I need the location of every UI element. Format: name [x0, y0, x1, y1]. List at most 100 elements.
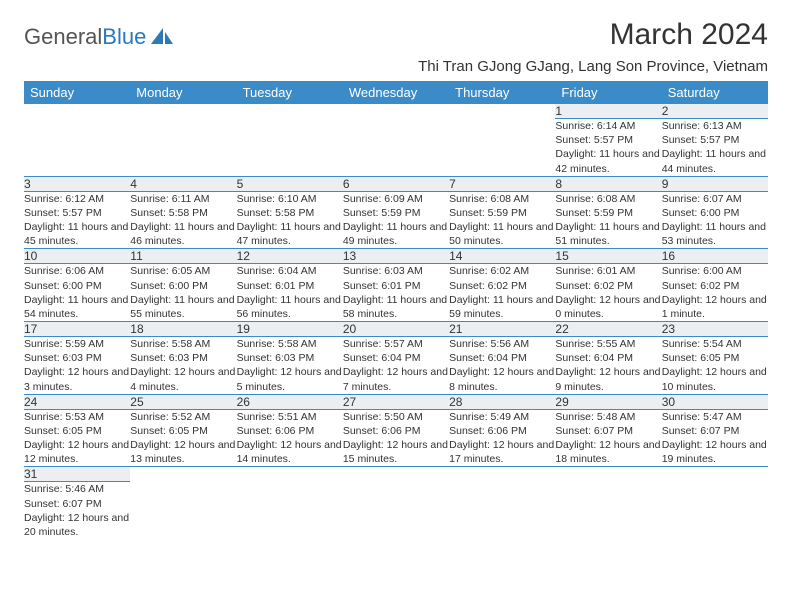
day-detail-cell: Sunrise: 6:13 AMSunset: 5:57 PMDaylight:… — [662, 119, 768, 177]
day-number-cell — [662, 467, 768, 482]
day-detail-cell: Sunrise: 6:05 AMSunset: 6:00 PMDaylight:… — [130, 264, 236, 322]
sunrise-text: Sunrise: 6:05 AM — [130, 264, 236, 278]
day-detail-cell — [130, 482, 236, 539]
sunset-text: Sunset: 6:05 PM — [130, 424, 236, 438]
sunrise-text: Sunrise: 6:14 AM — [555, 119, 661, 133]
sunset-text: Sunset: 6:00 PM — [130, 279, 236, 293]
sunset-text: Sunset: 6:03 PM — [24, 351, 130, 365]
day-number-cell — [449, 104, 555, 119]
daylight-text: Daylight: 12 hours and 4 minutes. — [130, 365, 236, 393]
daylight-text: Daylight: 12 hours and 14 minutes. — [237, 438, 343, 466]
daylight-text: Daylight: 11 hours and 47 minutes. — [237, 220, 343, 248]
day-number-cell: 8 — [555, 176, 661, 191]
weekday-header: Tuesday — [237, 81, 343, 104]
sunrise-text: Sunrise: 6:08 AM — [449, 192, 555, 206]
sunrise-text: Sunrise: 5:56 AM — [449, 337, 555, 351]
day-number-cell: 28 — [449, 394, 555, 409]
daylight-text: Daylight: 12 hours and 20 minutes. — [24, 511, 130, 539]
sunset-text: Sunset: 6:07 PM — [555, 424, 661, 438]
day-number-cell: 17 — [24, 322, 130, 337]
day-number-cell — [130, 104, 236, 119]
sunrise-text: Sunrise: 6:11 AM — [130, 192, 236, 206]
sunset-text: Sunset: 6:02 PM — [555, 279, 661, 293]
daylight-text: Daylight: 11 hours and 44 minutes. — [662, 147, 768, 175]
day-number-row: 24252627282930 — [24, 394, 768, 409]
day-number-cell: 7 — [449, 176, 555, 191]
weekday-header-row: SundayMondayTuesdayWednesdayThursdayFrid… — [24, 81, 768, 104]
daylight-text: Daylight: 11 hours and 59 minutes. — [449, 293, 555, 321]
sunset-text: Sunset: 6:03 PM — [237, 351, 343, 365]
sunrise-text: Sunrise: 5:58 AM — [130, 337, 236, 351]
sunset-text: Sunset: 5:57 PM — [555, 133, 661, 147]
day-number-cell — [237, 467, 343, 482]
daylight-text: Daylight: 11 hours and 45 minutes. — [24, 220, 130, 248]
day-number-cell: 22 — [555, 322, 661, 337]
daylight-text: Daylight: 12 hours and 17 minutes. — [449, 438, 555, 466]
logo-sail-icon — [149, 26, 175, 46]
weekday-header: Thursday — [449, 81, 555, 104]
sunrise-text: Sunrise: 5:47 AM — [662, 410, 768, 424]
month-title: March 2024 — [418, 18, 768, 52]
day-number-row: 31 — [24, 467, 768, 482]
day-detail-cell: Sunrise: 6:02 AMSunset: 6:02 PMDaylight:… — [449, 264, 555, 322]
logo-text-2: Blue — [102, 24, 146, 50]
day-detail-cell: Sunrise: 6:09 AMSunset: 5:59 PMDaylight:… — [343, 191, 449, 249]
day-number-cell: 4 — [130, 176, 236, 191]
day-detail-cell: Sunrise: 6:10 AMSunset: 5:58 PMDaylight:… — [237, 191, 343, 249]
day-number-cell: 13 — [343, 249, 449, 264]
daylight-text: Daylight: 12 hours and 19 minutes. — [662, 438, 768, 466]
location: Thi Tran GJong GJang, Lang Son Province,… — [418, 58, 768, 75]
day-detail-cell — [24, 119, 130, 177]
day-number-cell: 19 — [237, 322, 343, 337]
daylight-text: Daylight: 11 hours and 42 minutes. — [555, 147, 661, 175]
day-detail-cell — [343, 119, 449, 177]
day-number-cell — [24, 104, 130, 119]
daylight-text: Daylight: 11 hours and 50 minutes. — [449, 220, 555, 248]
sunrise-text: Sunrise: 6:10 AM — [237, 192, 343, 206]
day-number-cell: 12 — [237, 249, 343, 264]
day-number-cell: 11 — [130, 249, 236, 264]
day-detail-cell: Sunrise: 6:12 AMSunset: 5:57 PMDaylight:… — [24, 191, 130, 249]
day-detail-cell — [449, 119, 555, 177]
day-number-cell: 29 — [555, 394, 661, 409]
day-number-cell: 15 — [555, 249, 661, 264]
day-number-cell: 25 — [130, 394, 236, 409]
day-detail-cell — [237, 482, 343, 539]
day-number-cell — [130, 467, 236, 482]
sunset-text: Sunset: 6:04 PM — [449, 351, 555, 365]
daylight-text: Daylight: 11 hours and 51 minutes. — [555, 220, 661, 248]
day-detail-cell: Sunrise: 5:54 AMSunset: 6:05 PMDaylight:… — [662, 337, 768, 395]
day-detail-cell — [449, 482, 555, 539]
daylight-text: Daylight: 12 hours and 7 minutes. — [343, 365, 449, 393]
day-detail-cell: Sunrise: 5:58 AMSunset: 6:03 PMDaylight:… — [237, 337, 343, 395]
title-block: March 2024 Thi Tran GJong GJang, Lang So… — [418, 18, 768, 75]
sunset-text: Sunset: 6:01 PM — [343, 279, 449, 293]
day-detail-cell: Sunrise: 5:47 AMSunset: 6:07 PMDaylight:… — [662, 409, 768, 467]
sunrise-text: Sunrise: 5:57 AM — [343, 337, 449, 351]
sunrise-text: Sunrise: 6:00 AM — [662, 264, 768, 278]
day-number-cell: 18 — [130, 322, 236, 337]
day-detail-row: Sunrise: 5:46 AMSunset: 6:07 PMDaylight:… — [24, 482, 768, 539]
sunset-text: Sunset: 5:58 PM — [237, 206, 343, 220]
day-detail-cell: Sunrise: 5:57 AMSunset: 6:04 PMDaylight:… — [343, 337, 449, 395]
day-detail-cell: Sunrise: 5:51 AMSunset: 6:06 PMDaylight:… — [237, 409, 343, 467]
day-number-cell: 6 — [343, 176, 449, 191]
sunset-text: Sunset: 5:57 PM — [662, 133, 768, 147]
day-number-cell: 24 — [24, 394, 130, 409]
sunset-text: Sunset: 6:04 PM — [343, 351, 449, 365]
day-detail-cell: Sunrise: 6:04 AMSunset: 6:01 PMDaylight:… — [237, 264, 343, 322]
day-detail-cell: Sunrise: 5:52 AMSunset: 6:05 PMDaylight:… — [130, 409, 236, 467]
day-number-cell: 16 — [662, 249, 768, 264]
daylight-text: Daylight: 12 hours and 18 minutes. — [555, 438, 661, 466]
day-detail-cell: Sunrise: 6:11 AMSunset: 5:58 PMDaylight:… — [130, 191, 236, 249]
day-detail-cell — [130, 119, 236, 177]
day-number-cell: 3 — [24, 176, 130, 191]
daylight-text: Daylight: 12 hours and 10 minutes. — [662, 365, 768, 393]
day-detail-cell: Sunrise: 5:49 AMSunset: 6:06 PMDaylight:… — [449, 409, 555, 467]
sunset-text: Sunset: 6:07 PM — [662, 424, 768, 438]
sunrise-text: Sunrise: 6:06 AM — [24, 264, 130, 278]
daylight-text: Daylight: 12 hours and 13 minutes. — [130, 438, 236, 466]
weekday-header: Friday — [555, 81, 661, 104]
sunrise-text: Sunrise: 6:12 AM — [24, 192, 130, 206]
daylight-text: Daylight: 12 hours and 3 minutes. — [24, 365, 130, 393]
